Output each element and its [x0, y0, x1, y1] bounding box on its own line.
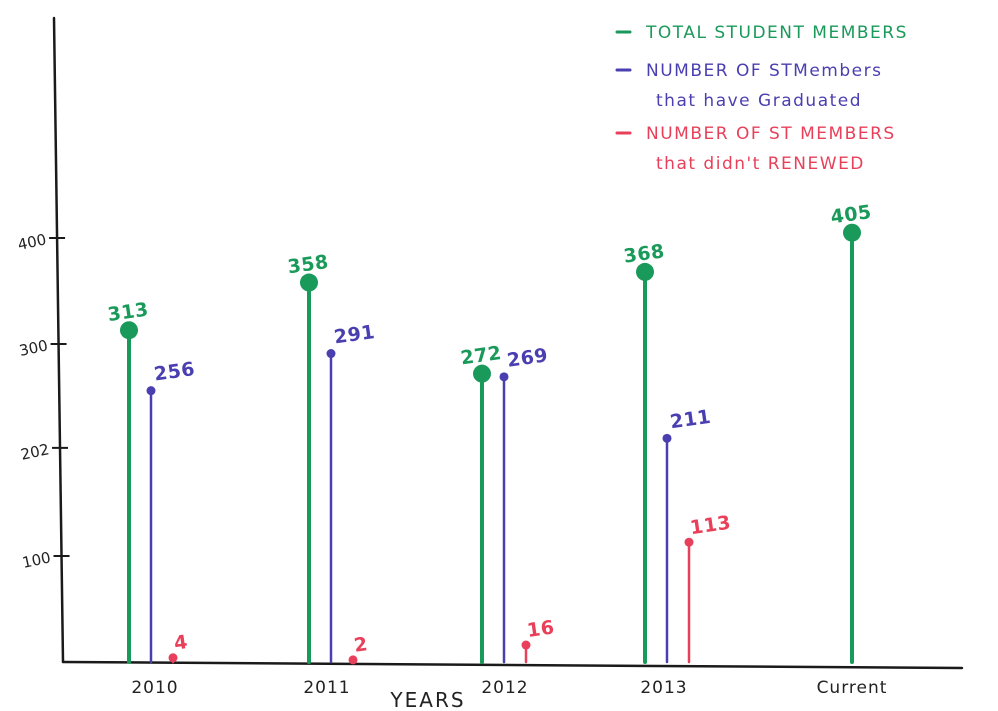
legend-label: that didn't RENEWED [656, 154, 865, 174]
x-tick-label: 2010 [131, 678, 178, 698]
total-value-label: 368 [622, 240, 666, 268]
total-point [120, 321, 138, 340]
x-axis-title: YEARS [389, 688, 465, 711]
not_renewed-value-label: 4 [173, 631, 190, 655]
graduated-value-label: 291 [333, 321, 377, 349]
legend-label: NUMBER OF STMembers [646, 61, 882, 81]
not_renewed-point [521, 640, 531, 650]
total-point [636, 262, 654, 281]
graduated-point [499, 372, 509, 382]
y-tick-label: 100 [21, 548, 53, 572]
total-value-label: 405 [829, 201, 873, 229]
graduated-point [662, 433, 672, 443]
not_renewed-point [684, 537, 694, 547]
x-tick-label: 2013 [640, 678, 687, 698]
legend-label: TOTAL STUDENT MEMBERS [645, 23, 908, 43]
y-tick-label: 202 [19, 440, 51, 464]
total-point [300, 273, 318, 292]
graduated-point [146, 386, 156, 396]
legend-label: that have Graduated [656, 91, 862, 111]
x-tick-label: 2012 [481, 678, 528, 698]
total-point [843, 223, 861, 242]
graduated-value-label: 256 [153, 358, 197, 386]
not_renewed-value-label: 2 [353, 633, 370, 657]
not_renewed-point [168, 653, 178, 663]
total-value-label: 272 [459, 342, 503, 370]
y-tick-label: 300 [18, 336, 50, 360]
y-ticks: 100 202 300 400 [16, 230, 70, 572]
legend-label: NUMBER OF ST MEMBERS [646, 124, 896, 144]
chart-marks: 313 358 272 368 405 256 291 269 211 4 2 16 113 [106, 201, 873, 665]
x-tick-label: 2011 [303, 678, 350, 698]
not_renewed-value-label: 113 [689, 512, 733, 540]
y-axis [52, 16, 65, 664]
not_renewed-point [348, 655, 358, 665]
not_renewed-value-label: 16 [526, 616, 556, 642]
y-tick-label: 400 [16, 230, 48, 254]
x-axis [61, 660, 964, 670]
graduated-value-label: 211 [669, 406, 713, 434]
x-ticks: 2010 2011 2012 2013 Current [131, 678, 888, 698]
total-point [473, 364, 491, 383]
graduated-value-label: 269 [506, 344, 550, 372]
total-value-label: 358 [286, 251, 330, 279]
graduated-point [326, 349, 336, 359]
legend: TOTAL STUDENT MEMBERS NUMBER OF STMembers… [615, 23, 908, 174]
x-tick-label: Current [817, 678, 888, 698]
total-value-label: 313 [106, 299, 150, 327]
